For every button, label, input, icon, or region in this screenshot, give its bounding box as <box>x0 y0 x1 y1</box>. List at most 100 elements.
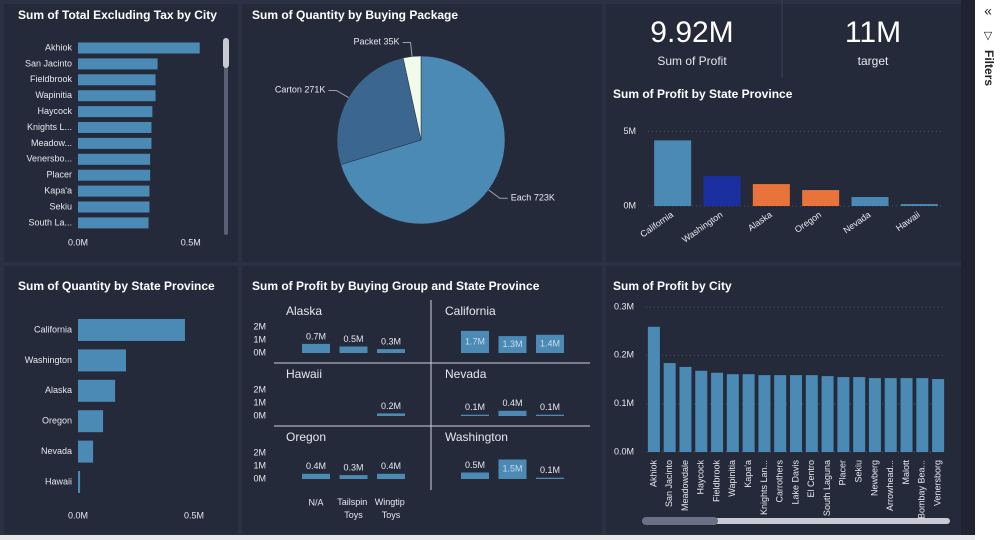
y-tick-label: 1M <box>253 397 266 407</box>
pie-slice <box>340 55 506 225</box>
bar <box>900 378 913 452</box>
x-tick-label: Placer <box>838 460 848 486</box>
bar <box>461 472 489 479</box>
pie-slice <box>336 57 422 165</box>
data-label: Packet 35K <box>354 37 400 47</box>
y-tick-label: 0.1M <box>614 398 634 408</box>
bar <box>498 336 527 353</box>
y-tick-label: San Jacinto <box>25 58 72 68</box>
scrollbar-thumb[interactable] <box>223 38 229 68</box>
y-tick-label: 1M <box>253 460 266 470</box>
y-tick-label: 2M <box>253 447 266 457</box>
y-tick-label: 0M <box>253 410 266 420</box>
y-tick-label: 5M <box>623 126 636 136</box>
leader-line <box>488 189 508 199</box>
bar <box>461 414 489 416</box>
y-tick-label: Placer <box>46 170 72 180</box>
x-tick-label: Fieldbrook <box>711 460 721 503</box>
data-label: 0.5M <box>343 334 363 344</box>
y-tick-label: 2M <box>253 384 266 394</box>
bar <box>377 413 405 416</box>
bar <box>302 343 330 353</box>
card-value: 11M <box>845 16 901 49</box>
bar <box>916 378 929 452</box>
bar <box>78 185 150 197</box>
y-tick-label: Akhiok <box>45 42 73 52</box>
scrollbar-thumb[interactable] <box>642 517 718 525</box>
x-tick-label: Malott <box>901 460 911 485</box>
data-label: 1.7M <box>465 336 485 346</box>
bar <box>78 42 200 54</box>
bar <box>78 201 150 213</box>
pane-edge <box>961 0 975 540</box>
bar <box>78 169 151 181</box>
bar <box>695 370 708 452</box>
value-label: 271K <box>304 85 325 95</box>
bar <box>78 440 94 463</box>
chart-title: Sum of Profit by State Province <box>613 87 793 101</box>
y-tick-label: 0M <box>253 473 266 483</box>
y-tick-label: Washington <box>25 355 72 365</box>
x-tick-label: Kapa'a <box>743 460 753 488</box>
category-label: Each <box>511 193 532 203</box>
y-tick-label: 1M <box>253 334 266 344</box>
y-tick-label: Wapinitia <box>35 90 72 100</box>
y-tick-label: Haycock <box>37 106 72 116</box>
bar <box>536 477 564 479</box>
tab-bar <box>0 535 975 540</box>
bar <box>78 379 116 402</box>
bar <box>711 372 724 452</box>
filters-pane[interactable] <box>975 0 1000 540</box>
x-tick-label: Tailspin Toys <box>337 497 370 520</box>
bar <box>851 197 889 206</box>
y-tick-label: Alaska <box>45 385 72 395</box>
scrollbar-track <box>224 38 228 235</box>
filters-label[interactable]: Filters <box>982 50 996 86</box>
bar <box>647 326 660 452</box>
panel <box>242 266 602 534</box>
bar <box>78 319 185 341</box>
y-tick-label: Venersbo... <box>26 154 72 164</box>
bar <box>821 376 834 452</box>
x-tick-label: Lake Davis <box>790 460 800 505</box>
x-tick-label: Knights Lan... <box>759 460 769 515</box>
y-tick-label: South La... <box>28 217 72 227</box>
y-tick-label: Knights L... <box>27 122 72 132</box>
leader-line <box>328 89 349 98</box>
bar <box>536 414 564 416</box>
data-label: 0.3M <box>343 462 363 472</box>
bar <box>302 473 330 479</box>
bar <box>78 410 104 433</box>
y-tick-label: California <box>34 324 72 334</box>
chart-title: Sum of Profit by Buying Group and State … <box>252 279 540 293</box>
data-label: 0.1M <box>465 402 485 412</box>
data-label: 0.1M <box>540 402 560 412</box>
bar <box>498 410 527 416</box>
y-tick-label: Meadow... <box>31 138 72 148</box>
bar <box>377 473 405 479</box>
bar <box>868 378 881 452</box>
x-tick-line: Toys <box>344 510 363 520</box>
panel-title: Washington <box>445 430 508 444</box>
bar <box>884 378 897 452</box>
y-tick-label: Kapa'a <box>44 185 72 195</box>
collapse-icon[interactable]: « <box>984 3 992 19</box>
data-label: 0.4M <box>306 461 326 471</box>
bar <box>78 153 151 165</box>
x-tick-label: South Laguna <box>822 460 832 516</box>
bar <box>663 363 676 452</box>
bar <box>78 349 127 372</box>
bar <box>498 459 527 479</box>
panel-title: Hawaii <box>286 367 322 381</box>
data-label: 0.4M <box>381 461 401 471</box>
bar <box>78 217 149 229</box>
x-tick-label: Wingtip Toys <box>375 497 408 520</box>
data-label: 0.1M <box>540 465 560 475</box>
x-tick-line: Toys <box>382 510 401 520</box>
panel-title: Oregon <box>286 430 326 444</box>
x-tick-label: Arrowhead... <box>885 460 895 511</box>
bar <box>78 74 156 86</box>
y-tick-label: 2M <box>253 321 266 331</box>
bar <box>654 140 692 206</box>
x-tick-label: Wapinitia <box>727 460 737 497</box>
